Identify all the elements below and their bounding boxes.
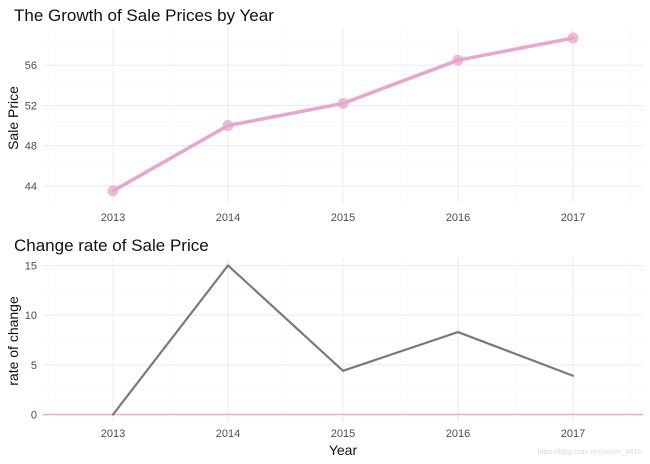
panel-change-rate: Change rate of Sale Price rate of change… xyxy=(5,236,643,458)
x-tick-label-bottom: 2014 xyxy=(216,428,240,440)
y-ticks-top: 44 48 52 56 xyxy=(25,60,37,193)
data-point-2015 xyxy=(337,97,349,109)
y-ticks-bottom: 0 5 10 15 xyxy=(25,260,37,421)
x-tick-label-top: 2016 xyxy=(446,212,470,224)
x-axis-title: Year xyxy=(329,442,358,458)
data-point-2014 xyxy=(222,120,234,132)
chart-title-bottom: Change rate of Sale Price xyxy=(14,236,209,255)
x-ticks-top: 2013 2014 2015 2016 2017 xyxy=(101,212,585,224)
x-tick-label-bottom: 2016 xyxy=(446,428,470,440)
y-tick-label-bottom: 15 xyxy=(25,260,37,272)
y-axis-title-bottom: rate of change xyxy=(5,296,21,386)
y-tick-label-bottom: 10 xyxy=(25,310,37,322)
x-ticks-bottom: 2013 2014 2015 2016 2017 xyxy=(101,428,585,440)
data-point-2013 xyxy=(107,185,119,197)
data-point-2016 xyxy=(452,54,464,66)
panel-sale-price: The Growth of Sale Prices by Year Sale P… xyxy=(5,6,643,224)
grid-bottom xyxy=(43,258,643,422)
x-tick-label-bottom: 2015 xyxy=(331,428,355,440)
x-tick-label-top: 2017 xyxy=(561,212,585,224)
watermark: https://blog.csdn.net/weixin_4415 xyxy=(537,449,641,456)
x-tick-label-bottom: 2013 xyxy=(101,428,125,440)
grid-top xyxy=(43,28,643,203)
y-tick-label-bottom: 5 xyxy=(31,360,37,372)
y-tick-label-top: 52 xyxy=(25,100,37,112)
series-change-rate xyxy=(43,264,643,416)
chart-title-top: The Growth of Sale Prices by Year xyxy=(14,6,274,25)
x-tick-label-bottom: 2017 xyxy=(561,428,585,440)
y-tick-label-top: 56 xyxy=(25,60,37,72)
x-tick-label-top: 2015 xyxy=(331,212,355,224)
series-sale-price xyxy=(107,32,579,197)
y-tick-label-bottom: 0 xyxy=(31,410,37,422)
y-tick-label-top: 48 xyxy=(25,141,37,153)
x-tick-label-top: 2014 xyxy=(216,212,240,224)
series-line-bottom xyxy=(111,264,575,416)
data-point-2017 xyxy=(567,32,579,44)
y-tick-label-top: 44 xyxy=(25,181,37,193)
y-axis-title-top: Sale Price xyxy=(5,86,21,150)
x-tick-label-top: 2013 xyxy=(101,212,125,224)
